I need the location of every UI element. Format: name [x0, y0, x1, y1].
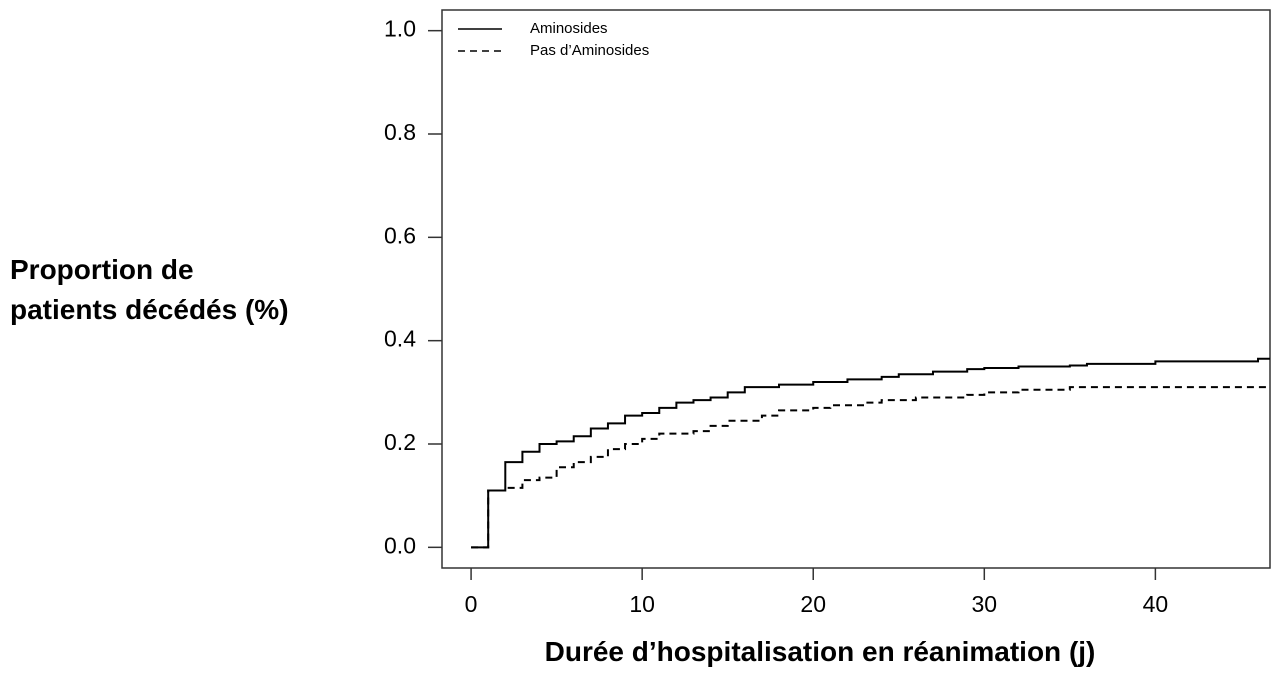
y-tick-label: 0.4	[384, 326, 416, 352]
y-axis-label: Proportion de patients décédés (%)	[10, 254, 289, 325]
x-tick-label: 30	[972, 591, 998, 617]
y-tick-label: 0.2	[384, 429, 416, 455]
legend-label: Aminosides	[530, 20, 608, 37]
step-line	[471, 386, 1270, 549]
x-tick-label: 40	[1143, 591, 1169, 617]
x-tick-label: 10	[629, 591, 655, 617]
x-axis-label: Durée d’hospitalisation en réanimation (…	[544, 636, 1096, 667]
step-line	[471, 357, 1270, 549]
y-tick-label: 0.8	[384, 119, 416, 145]
x-tick-label: 20	[800, 591, 826, 617]
y-tick-label: 0.0	[384, 532, 416, 558]
y-tick-label: 0.6	[384, 222, 416, 248]
y-tick-label: 1.0	[384, 16, 416, 42]
x-tick-label: 0	[465, 591, 478, 617]
legend-label: Pas d’Aminosides	[530, 42, 649, 59]
plot-frame	[441, 9, 1271, 569]
chart: 0.0 0.2 0.4 0.6 0.8 1.0 0 10 20 30 40 Aminosides Pas…	[384, 9, 1271, 617]
